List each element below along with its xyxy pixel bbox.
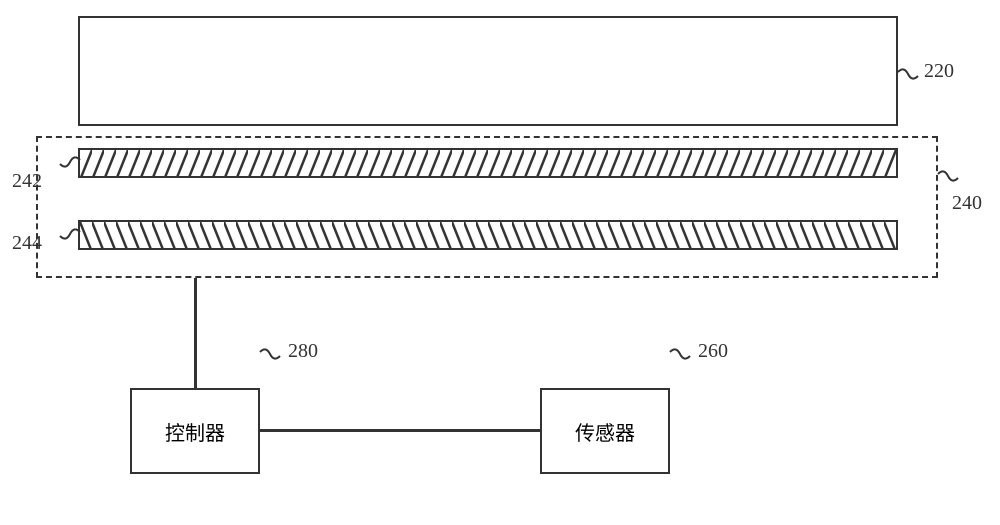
label-220: 220	[924, 60, 954, 83]
sensor-text: 传感器	[575, 417, 635, 446]
sensor-box: 传感器	[540, 388, 670, 474]
squiggle-220	[896, 68, 920, 88]
squiggle-280	[258, 348, 282, 368]
label-260: 260	[698, 340, 728, 363]
label-244: 244	[12, 232, 42, 255]
controller-box: 控制器	[130, 388, 260, 474]
hatched-bar-242	[78, 148, 898, 178]
top-box	[78, 16, 898, 126]
connector-horizontal	[260, 429, 540, 432]
label-240: 240	[952, 192, 982, 215]
squiggle-242	[58, 156, 82, 176]
hatched-bar-244	[78, 220, 898, 250]
label-280: 280	[288, 340, 318, 363]
controller-text: 控制器	[165, 417, 225, 446]
squiggle-244	[58, 228, 82, 248]
squiggle-240	[936, 170, 960, 190]
connector-vertical	[194, 278, 197, 388]
label-242: 242	[12, 170, 42, 193]
squiggle-260	[668, 348, 692, 368]
